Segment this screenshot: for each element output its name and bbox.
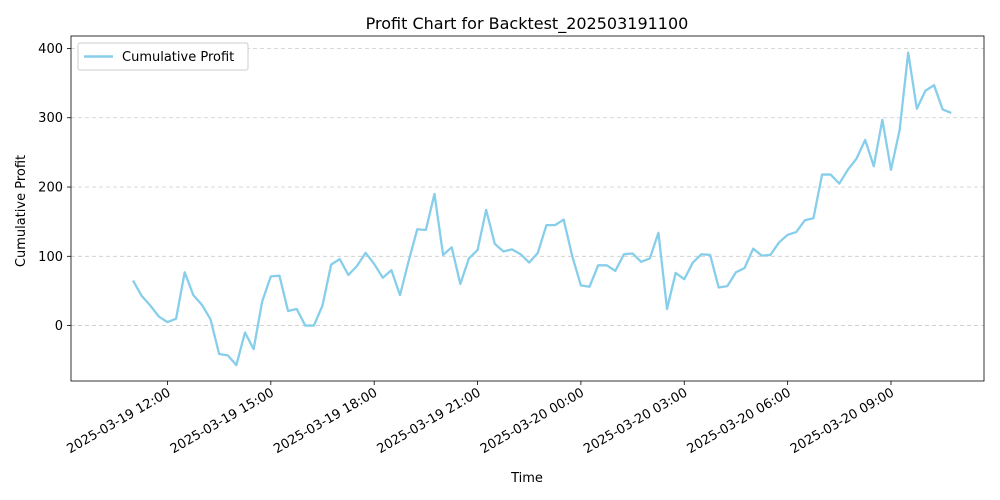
x-tick-label: 2025-03-20 03:00 xyxy=(581,385,690,457)
y-tick-label: 400 xyxy=(38,42,63,57)
legend-box xyxy=(77,42,249,71)
y-tick-label: 100 xyxy=(38,250,63,265)
x-tick-label: 2025-03-20 09:00 xyxy=(788,385,897,457)
x-tick-label: 2025-03-20 00:00 xyxy=(478,385,587,457)
chart-title: Profit Chart for Backtest_202503191100 xyxy=(366,14,689,34)
y-tick-label: 200 xyxy=(38,181,63,196)
y-tick-label: 0 xyxy=(55,319,63,334)
x-tick-label: 2025-03-19 12:00 xyxy=(65,385,174,457)
x-axis-label: Time xyxy=(510,471,543,486)
x-tick-label: 2025-03-20 06:00 xyxy=(685,385,794,457)
legend: Cumulative Profit xyxy=(77,42,249,71)
series-line-cumulative-profit xyxy=(132,51,952,367)
x-tick-label: 2025-03-19 21:00 xyxy=(375,385,484,457)
y-axis-label: Cumulative Profit xyxy=(14,155,29,267)
x-tick-label: 2025-03-19 15:00 xyxy=(168,385,277,457)
x-tick-label: 2025-03-19 18:00 xyxy=(271,385,380,457)
plot-area xyxy=(70,35,985,382)
axes-frame xyxy=(70,35,985,382)
legend-label-cumulative-profit: Cumulative Profit xyxy=(122,50,234,65)
y-axis-ticks: 0 100 200 300 400 xyxy=(38,42,71,334)
y-tick-label: 300 xyxy=(38,111,63,126)
gridlines xyxy=(71,48,984,326)
